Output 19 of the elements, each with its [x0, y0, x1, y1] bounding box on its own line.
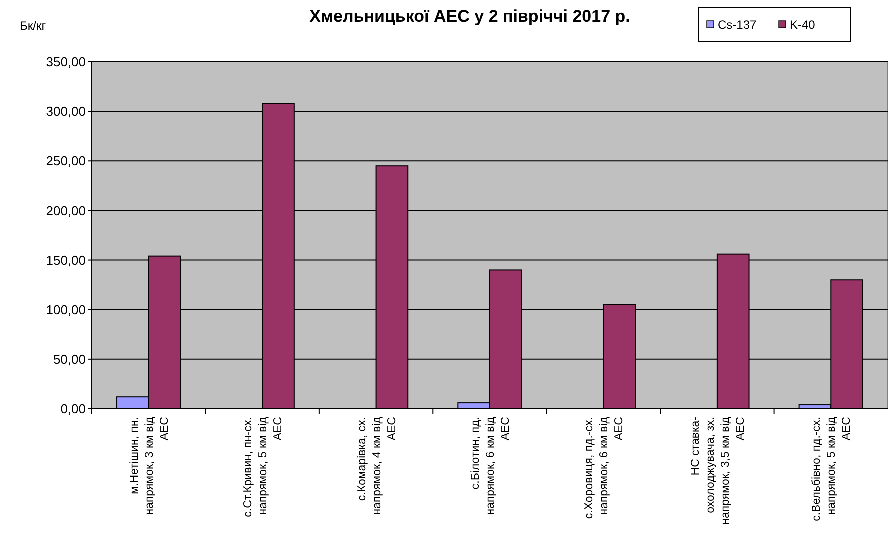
y-tick-label: 100,00 — [46, 302, 86, 318]
x-tick-label: с.Білотин, пд. напрямок, 6 км від АЕС — [470, 416, 512, 516]
y-tick-label: 0,00 — [60, 402, 86, 417]
x-tick-label: с.Ст.Кривин, пн-сх. напрямок, 5 км від АЕС — [242, 416, 285, 518]
x-tick-label: с.Вельбівно, пд.-сх. напрямок, 5 км від АЕС — [811, 416, 854, 522]
y-tick-label: 300,00 — [46, 104, 86, 120]
y-tick-label: 250,00 — [46, 154, 86, 169]
y-tick-label: 350,00 — [46, 54, 86, 70]
x-tick-label: НС ставка-охолоджувача, зх. напрямок, 3,5 км від АЕС — [690, 416, 747, 525]
y-axis-title: Бк/кг — [20, 19, 47, 33]
y-tick-label: 50,00 — [53, 352, 86, 367]
y-tick-label: 200,00 — [46, 203, 86, 218]
y-tick-label: 150,00 — [46, 252, 86, 268]
x-tick-label: с.Комарівка, сх. напрямок, 4 км від АЕС — [356, 416, 398, 516]
legend-label: K-40 — [790, 18, 816, 32]
chart-title: Хмельницької АЕС у 2 півріччі 2017 р. — [310, 7, 630, 26]
legend-label: Cs-137 — [718, 18, 758, 32]
x-tick-label: с.Хоровиця, пд.-сх. напрямок, 6 км від АЕС — [584, 416, 626, 520]
x-tick-label: м.Нетішин, пн. напрямок, 3 км від АЕС — [128, 416, 171, 516]
